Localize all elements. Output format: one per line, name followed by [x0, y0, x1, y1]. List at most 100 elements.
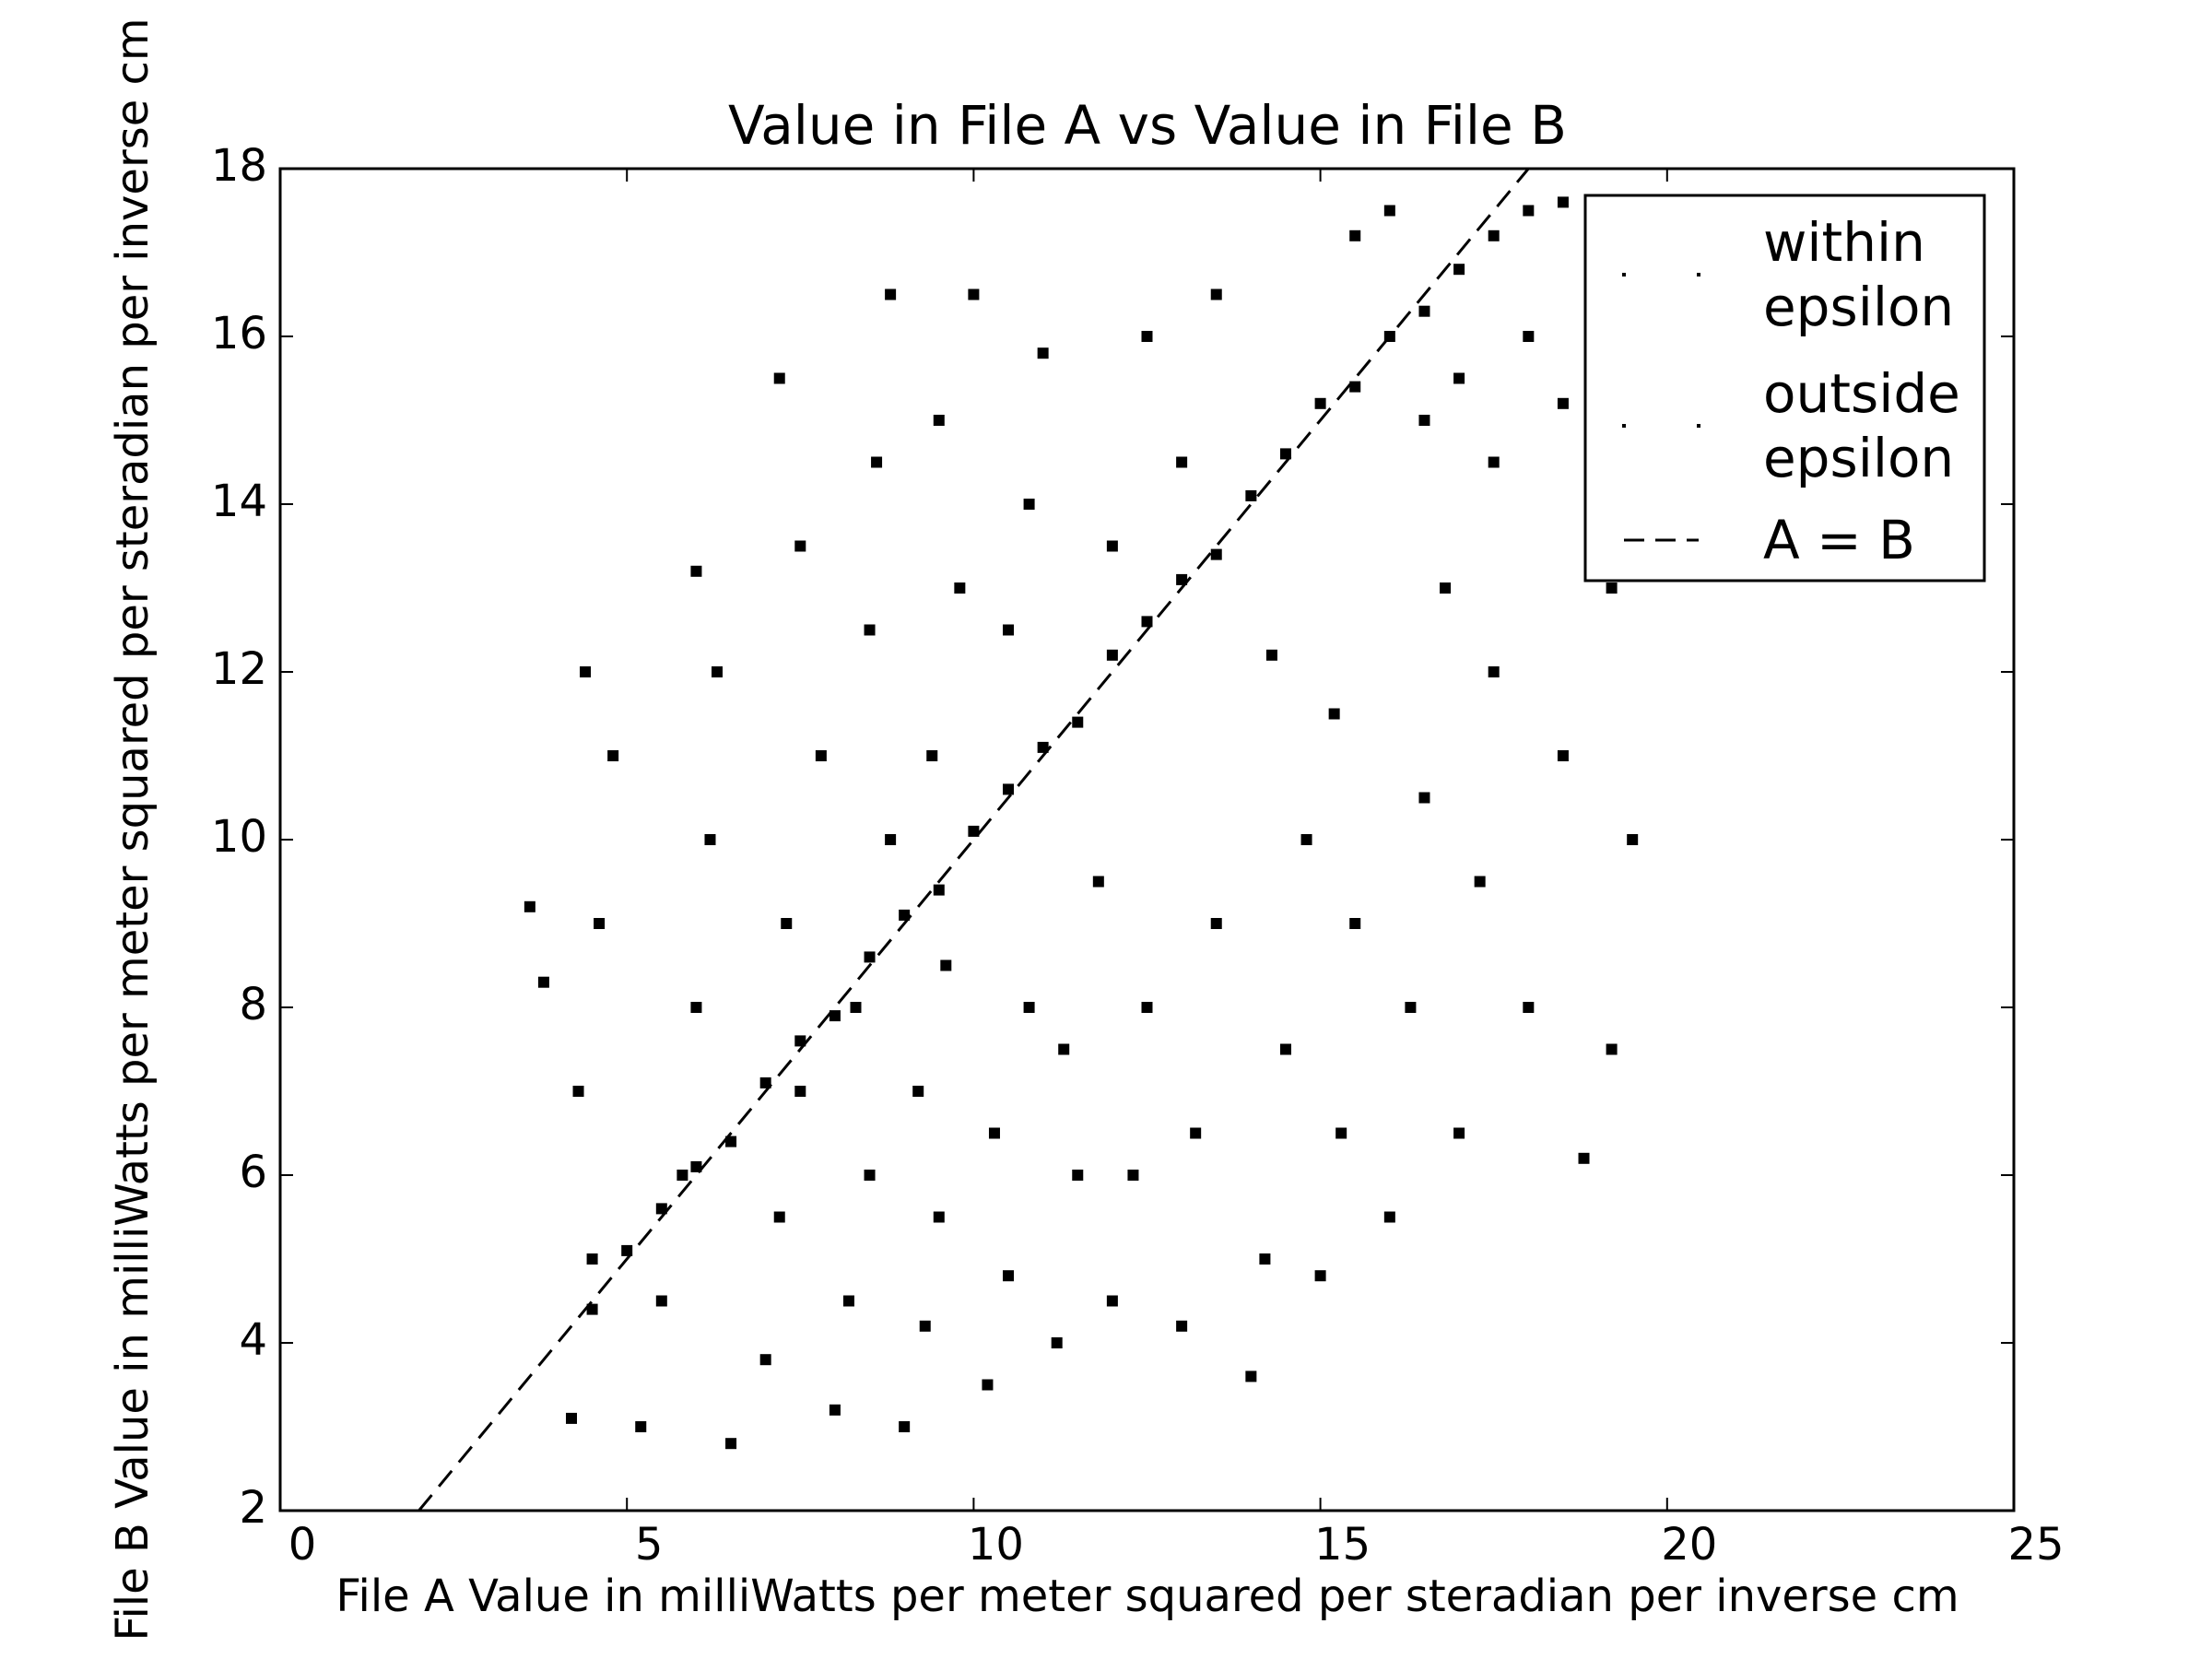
scatter-point: [1606, 582, 1618, 594]
legend-box: [1583, 194, 1986, 582]
scatter-point: [1176, 573, 1188, 585]
scatter-point: [1141, 331, 1153, 342]
scatter-point: [815, 750, 827, 761]
scatter-point: [1383, 1211, 1395, 1223]
scatter-point: [1349, 229, 1361, 241]
scatter-point: [1328, 708, 1340, 720]
scatter-point: [794, 1035, 806, 1047]
scatter-point: [926, 750, 938, 761]
y-tick-label: 18: [211, 140, 267, 192]
scatter-point: [1335, 1127, 1347, 1139]
scatter-point: [1141, 616, 1153, 628]
scatter-point: [1190, 1127, 1202, 1139]
scatter-point: [773, 372, 785, 384]
scatter-point: [1176, 1320, 1188, 1332]
scatter-point: [621, 1244, 633, 1256]
scatter-point: [954, 582, 966, 594]
scatter-point: [933, 884, 945, 896]
scatter-point: [1578, 1152, 1590, 1164]
scatter-point: [1023, 499, 1035, 510]
x-tick-label: 25: [2007, 1519, 2064, 1571]
scatter-point: [899, 909, 911, 921]
scatter-point: [1072, 1170, 1084, 1181]
scatter-point: [1557, 397, 1569, 409]
y-tick-label: 2: [239, 1482, 267, 1534]
plot-area: [418, 169, 1639, 1511]
scatter-point: [1349, 381, 1361, 393]
scatter-point: [1453, 372, 1465, 384]
scatter-point: [781, 918, 793, 929]
scatter-point: [1488, 456, 1500, 468]
scatter-point: [1023, 1002, 1035, 1013]
scatter-point: [1210, 288, 1222, 300]
scatter-point: [1314, 397, 1326, 409]
x-tick-label: 15: [1314, 1519, 1371, 1571]
scatter-point: [794, 540, 806, 552]
scatter-point: [1488, 229, 1500, 241]
scatter-point: [1127, 1170, 1139, 1181]
x-tick-label: 5: [635, 1519, 664, 1571]
scatter-point: [1300, 834, 1312, 845]
scatter-point: [1440, 582, 1452, 594]
scatter-point: [1314, 1270, 1326, 1282]
scatter-point: [864, 624, 876, 636]
scatter-point: [1210, 548, 1222, 560]
scatter-point: [1106, 649, 1118, 661]
scatter-point: [773, 1211, 785, 1223]
scatter-point: [1418, 792, 1430, 804]
scatter-point: [968, 825, 980, 837]
y-tick-label: 16: [211, 308, 267, 359]
scatter-point: [1453, 1127, 1465, 1139]
scatter-point: [829, 1010, 841, 1022]
scatter-point: [1418, 415, 1430, 426]
scatter-point: [1349, 918, 1361, 929]
legend-label: outside epsilon: [1763, 362, 1960, 489]
scatter-point: [725, 1135, 737, 1147]
scatter-point: [1210, 918, 1222, 929]
scatter-point: [1106, 540, 1118, 552]
scatter-point: [933, 1211, 945, 1223]
scatter-point: [1058, 1043, 1070, 1055]
scatter-point: [850, 1002, 862, 1013]
y-tick-label: 4: [239, 1314, 267, 1366]
scatter-point: [1557, 750, 1569, 761]
scatter-point: [524, 900, 535, 912]
scatter-point: [968, 288, 980, 300]
scatter-point: [1557, 196, 1569, 208]
legend-label: within epsilon: [1763, 211, 1955, 338]
scatter-point: [1405, 1002, 1417, 1013]
scatter-point: [1003, 1270, 1015, 1282]
scatter-point: [982, 1379, 994, 1391]
x-axis-label: File A Value in milliWatts per meter squ…: [335, 1571, 1959, 1622]
scatter-point: [1279, 1043, 1291, 1055]
scatter-point: [712, 666, 724, 677]
scatter-point: [1627, 834, 1639, 845]
scatter-point: [725, 1438, 737, 1450]
scatter-point: [690, 565, 702, 577]
scatter-point: [586, 1303, 598, 1315]
scatter-point: [1523, 331, 1535, 342]
scatter-point: [677, 1170, 688, 1181]
scatter-point: [607, 750, 619, 761]
legend-label: A = B: [1763, 509, 1915, 571]
scatter-point: [1072, 716, 1084, 728]
legend-marker: [1697, 273, 1700, 276]
scatter-point: [1453, 264, 1465, 276]
scatter-point: [933, 415, 945, 426]
scatter-point: [1418, 305, 1430, 317]
scatter-point: [885, 288, 897, 300]
scatter-point: [1265, 649, 1277, 661]
scatter-point: [1245, 1371, 1257, 1382]
legend-marker: [1622, 424, 1626, 428]
scatter-point: [1488, 666, 1500, 677]
scatter-point: [1176, 456, 1188, 468]
scatter-point: [1259, 1253, 1271, 1265]
scatter-point: [655, 1295, 667, 1307]
scatter-point: [871, 456, 883, 468]
plot-frame: [278, 167, 2016, 1512]
legend-marker: [1622, 273, 1626, 276]
scatter-point: [1141, 1002, 1153, 1013]
y-tick-label: 12: [211, 643, 267, 695]
scatter-point: [1051, 1337, 1063, 1348]
